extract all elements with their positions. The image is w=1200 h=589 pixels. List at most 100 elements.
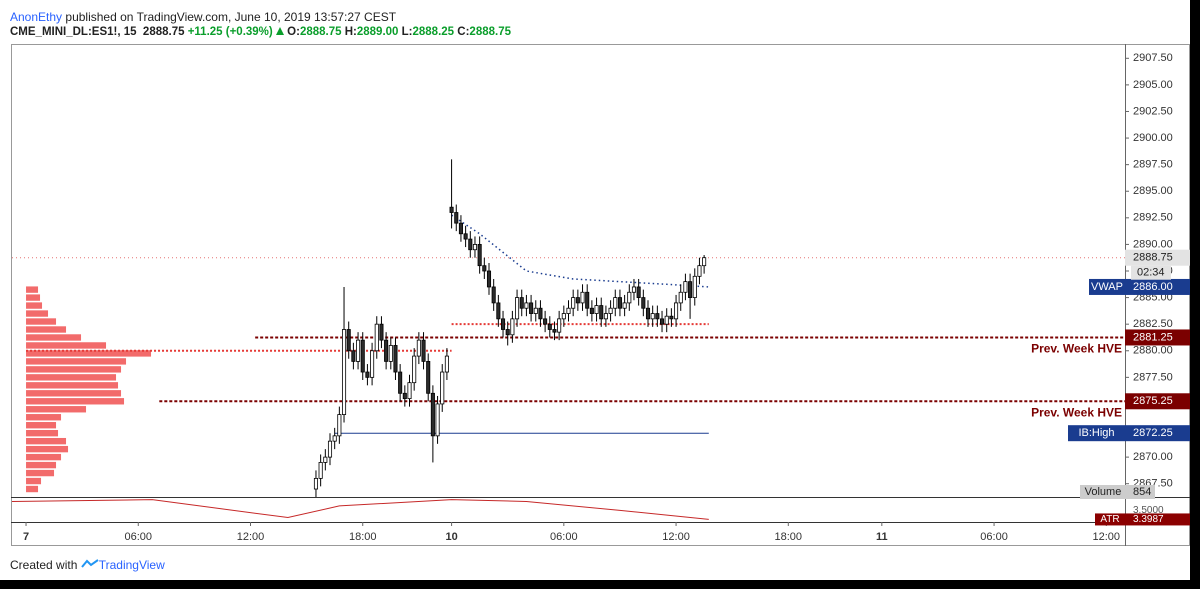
x-tick-label: 10 [445,531,457,543]
x-tick-label: 18:00 [349,531,377,543]
candle-body [529,302,534,314]
candle-body [416,339,421,357]
x-tick-label: 06:00 [124,531,152,543]
level-value: 2872.25 [1133,427,1173,439]
candle-body [674,302,679,320]
level-name: Prev. Week HVE [1031,405,1122,419]
candle-body [351,350,356,362]
candle-body [589,307,594,314]
last-price-box [1125,249,1190,266]
candle-body [407,382,412,400]
candle-body [636,286,641,298]
vwap-line [451,214,709,288]
x-tick-label: 06:00 [550,531,578,543]
candle-body [440,371,445,405]
profile-bar [26,422,57,429]
profile-bar [26,342,107,349]
candle-body [384,339,389,362]
candle-body [655,313,660,320]
brand[interactable]: TradingView [98,558,165,572]
level-value-box [1125,278,1190,295]
level-name: IB:High [1078,427,1114,439]
profile-bar [26,390,122,397]
profile-bar [26,469,55,477]
candle-body [613,297,618,309]
author[interactable]: AnonEthy [10,10,63,24]
candle-body [500,318,506,330]
candle-body [360,339,365,373]
candle-body [566,307,571,314]
profile-bar [26,366,122,373]
candle-body [510,318,515,336]
candle-body [323,456,328,463]
candle-body [454,212,459,224]
level-name-box [1068,425,1125,442]
candle-body [650,313,655,320]
candle-body [388,345,393,362]
o: 2888.75 [299,26,342,38]
atr-value: 3.3987 [1133,514,1164,525]
candle-body [327,440,333,458]
profile-bar [26,453,62,461]
candle-body [580,291,585,304]
candle-body [486,270,492,288]
candle-body [538,307,543,320]
candle-body [421,339,426,362]
profile-bar [26,485,39,493]
candle-body [341,329,347,415]
volume-name: Volume [1085,486,1122,498]
o-label: O: [287,26,300,38]
y-tick-label: 2890.00 [1133,238,1173,250]
candle-body [337,414,342,437]
x-tick-label: 18:00 [775,531,803,543]
x-tick-label: 12:00 [662,531,690,543]
y-tick-label: 2880.00 [1133,345,1173,357]
profile-bar [26,461,57,469]
profile-bar [26,286,39,293]
volume-value: 854 [1133,486,1151,498]
l: 2888.25 [412,26,455,38]
up-arrow [275,27,284,35]
candle-body [688,281,693,298]
candle-body [412,355,417,384]
candle-body [622,302,627,309]
candle-body [370,350,375,378]
candle-body [608,307,613,314]
profile-bar [26,445,69,453]
published: published on TradingView.com, June 10, 2… [65,10,397,24]
y-tick-label: 2905.00 [1133,79,1173,91]
y-tick-label: 2907.50 [1133,52,1173,64]
frame [11,44,1190,546]
candle-body [645,307,651,320]
candle-body [468,238,473,251]
y-tick-label: 2870.00 [1133,451,1173,463]
candle-body [444,355,449,373]
candle-body [472,244,478,251]
profile-bar [26,326,67,333]
candle-body [496,302,501,320]
y-tick-label: 2895.00 [1133,185,1173,197]
candle-body [552,329,557,333]
header-line: AnonEthy published on TradingView.com, J… [10,10,396,24]
candle-body [664,315,669,325]
level-value: 2875.25 [1133,395,1173,407]
y-tick-label: 2892.50 [1133,212,1173,224]
candle-body [585,291,590,309]
candle-body [617,297,622,309]
footer: Created with TradingView [10,558,165,572]
candle-body [659,318,665,325]
candle-body [505,329,510,336]
y-tick-label: 2897.50 [1133,159,1173,171]
profile-bar [26,406,87,413]
y-tick-label: 2900.00 [1133,132,1173,144]
candle-body [346,329,351,352]
atr-line [11,499,709,520]
candle-body [571,297,576,309]
level-name: Prev. Week HVE [1031,342,1122,356]
candle-body [627,291,632,304]
candle-body [547,323,552,330]
candle-body [678,291,683,304]
last: 2888.75 [142,26,185,38]
level-value: 2886.00 [1133,281,1173,293]
profile-bar [26,350,152,357]
